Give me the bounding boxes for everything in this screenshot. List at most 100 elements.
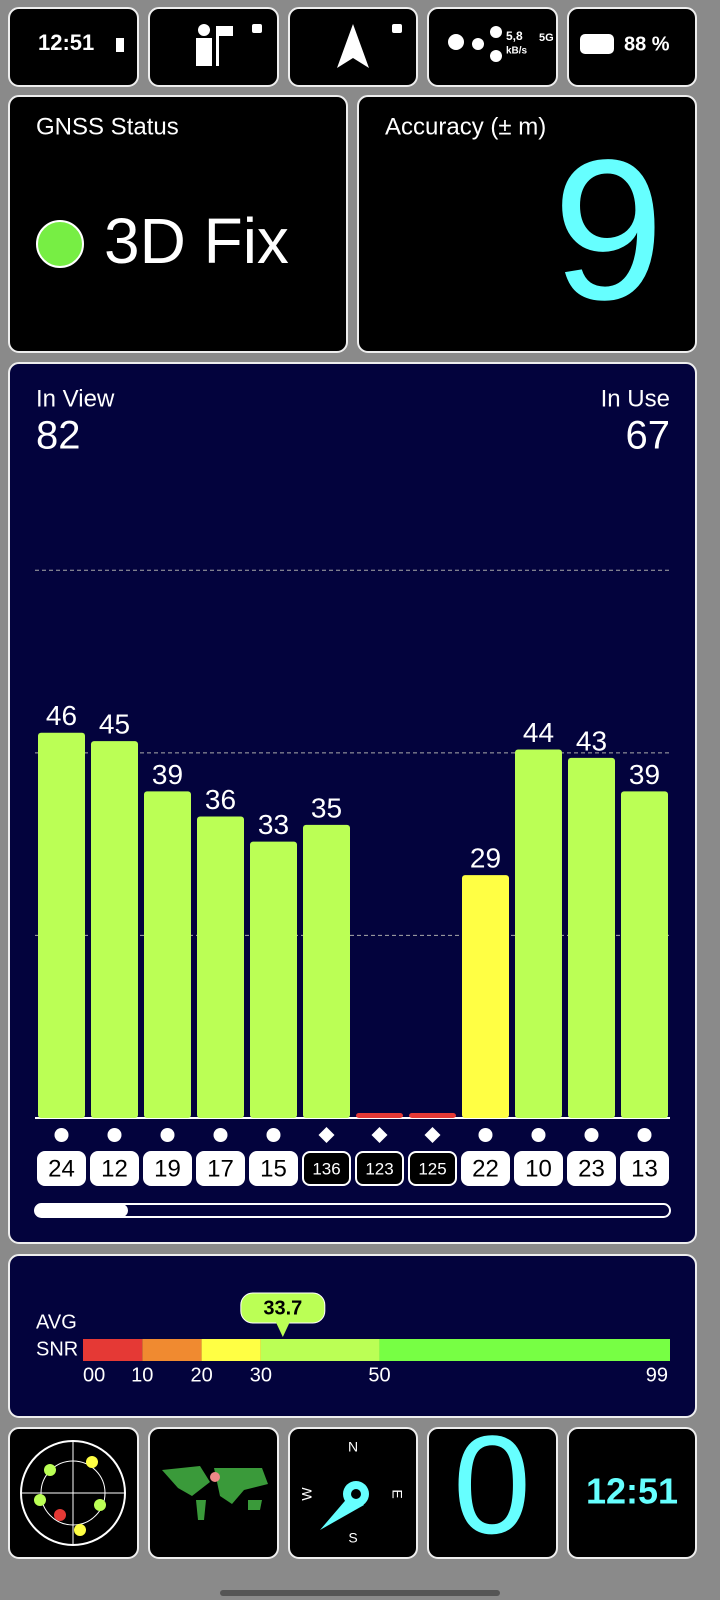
satellite-marker bbox=[584, 1128, 599, 1142]
snr-segment bbox=[260, 1339, 380, 1361]
bar bbox=[356, 1112, 403, 1118]
satellite-marker bbox=[531, 1128, 546, 1142]
satellite-id-box bbox=[90, 1151, 139, 1186]
satellite-id-box bbox=[620, 1151, 669, 1186]
satellite-id-box bbox=[567, 1151, 616, 1186]
compass-needle bbox=[320, 1481, 369, 1530]
speed-unit: kB/s bbox=[506, 46, 528, 57]
bar-label: 39 bbox=[152, 759, 183, 790]
satellite-id-box bbox=[408, 1151, 457, 1186]
satellite-id-box bbox=[355, 1151, 404, 1186]
snr-scale-label: 30 bbox=[250, 1364, 272, 1386]
satellite-marker bbox=[637, 1128, 652, 1142]
satellite-id-box bbox=[514, 1151, 563, 1186]
satellite-id-box bbox=[461, 1151, 510, 1186]
person-tile[interactable] bbox=[148, 7, 279, 87]
person-flag-icon bbox=[196, 24, 262, 66]
battery-tile[interactable] bbox=[567, 7, 697, 87]
count-tile[interactable] bbox=[427, 1427, 558, 1559]
satellite-marker bbox=[424, 1127, 441, 1143]
satellite-id-box bbox=[302, 1151, 351, 1186]
satellite-id: 24 bbox=[48, 1155, 75, 1182]
network-type: 5G bbox=[539, 32, 554, 44]
avg-snr-panel bbox=[8, 1254, 697, 1418]
accuracy-title: Accuracy (± m) bbox=[385, 113, 546, 140]
snr-segment bbox=[201, 1339, 261, 1361]
satellite-marker bbox=[54, 1128, 69, 1142]
snr-segment bbox=[83, 1339, 143, 1361]
bar bbox=[462, 875, 509, 1118]
satellite-id: 125 bbox=[418, 1159, 446, 1178]
bar bbox=[197, 816, 244, 1118]
avg-label: AVG bbox=[36, 1311, 77, 1333]
battery-icon-small bbox=[116, 38, 124, 52]
compass-west: W bbox=[299, 1487, 315, 1501]
map-tile[interactable] bbox=[148, 1427, 279, 1559]
accuracy-value: 9 bbox=[553, 119, 664, 342]
bar-label: 33 bbox=[258, 809, 289, 840]
bar bbox=[91, 741, 138, 1118]
bar bbox=[303, 824, 350, 1118]
bar-label: 44 bbox=[523, 717, 554, 748]
satellite-id: 13 bbox=[631, 1155, 658, 1182]
navigation-arrow bbox=[337, 24, 369, 68]
satellite-marker bbox=[266, 1128, 281, 1142]
home-indicator[interactable] bbox=[220, 1590, 500, 1596]
snr-scale-label: 00 bbox=[83, 1364, 105, 1386]
clock-time: 12:51 bbox=[586, 1471, 678, 1512]
status-time: 12:51 bbox=[38, 30, 94, 55]
compass-south: S bbox=[348, 1530, 357, 1546]
compass-east: E bbox=[389, 1489, 405, 1498]
satellite-id-box bbox=[249, 1151, 298, 1186]
fix-indicator bbox=[36, 220, 84, 268]
satellite-id: 17 bbox=[207, 1155, 234, 1182]
bar-label: 45 bbox=[99, 709, 130, 740]
count-value: 0 bbox=[453, 1406, 531, 1563]
bar bbox=[38, 732, 85, 1118]
satellite-id: 12 bbox=[101, 1155, 128, 1182]
satellite-id-box bbox=[143, 1151, 192, 1186]
satellite-id: 23 bbox=[578, 1155, 605, 1182]
bar bbox=[144, 791, 191, 1118]
bar bbox=[515, 749, 562, 1118]
gnss-status-tile[interactable] bbox=[8, 95, 348, 353]
avg-value: 33.7 bbox=[263, 1297, 302, 1319]
snr-segment bbox=[379, 1339, 670, 1361]
bar bbox=[568, 757, 615, 1118]
bar bbox=[409, 1112, 456, 1118]
clock-tile[interactable] bbox=[567, 1427, 697, 1559]
sky-view-icon bbox=[20, 1440, 126, 1546]
satellite-marker bbox=[478, 1128, 493, 1142]
bar-label: 43 bbox=[576, 725, 607, 756]
bar bbox=[250, 841, 297, 1118]
in-use-label: In Use bbox=[601, 385, 670, 412]
snr-label: SNR bbox=[36, 1338, 78, 1360]
satellite-id: 123 bbox=[365, 1159, 393, 1178]
bar-label: 29 bbox=[470, 843, 501, 874]
satellite-id: 15 bbox=[260, 1155, 287, 1182]
bar bbox=[621, 791, 668, 1118]
bar-label: 35 bbox=[311, 792, 342, 823]
avg-pointer bbox=[275, 1322, 290, 1337]
scrollbar-thumb[interactable] bbox=[35, 1204, 128, 1217]
satellite-id: 136 bbox=[312, 1159, 340, 1178]
accuracy-tile[interactable] bbox=[357, 95, 697, 353]
bar-label: 39 bbox=[629, 759, 660, 790]
satellite-marker bbox=[213, 1128, 228, 1142]
satellite-marker bbox=[318, 1127, 335, 1143]
satellite-marker bbox=[371, 1127, 388, 1143]
speed: 5,8 bbox=[506, 29, 523, 43]
snr-segment bbox=[142, 1339, 202, 1361]
in-view-label: In View bbox=[36, 385, 115, 412]
network-tile[interactable] bbox=[427, 7, 558, 87]
satellite-marker bbox=[107, 1128, 122, 1142]
time-tile[interactable] bbox=[8, 7, 139, 87]
satellite-id: 19 bbox=[154, 1155, 181, 1182]
fix-status: 3D Fix bbox=[104, 205, 289, 277]
world-map-icon bbox=[162, 1466, 268, 1520]
satellite-id: 22 bbox=[472, 1155, 499, 1182]
snr-scale-label: 20 bbox=[190, 1364, 212, 1386]
snr-scale-label: 50 bbox=[368, 1364, 390, 1386]
in-view-value: 82 bbox=[36, 414, 81, 458]
compass-north: N bbox=[348, 1439, 358, 1455]
